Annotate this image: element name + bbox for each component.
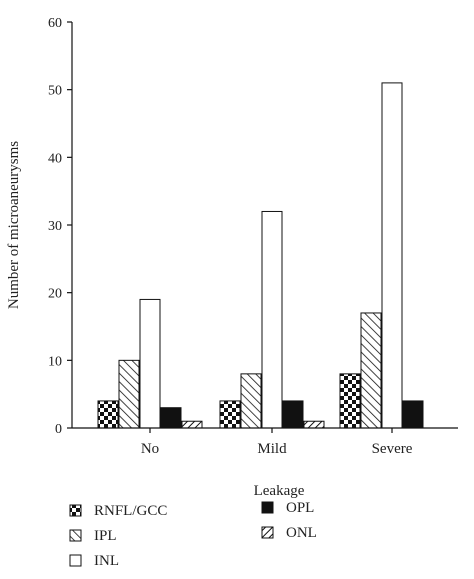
x-tick-label: No	[141, 441, 159, 457]
legend-item: INL	[69, 553, 119, 569]
bar-rnfl-gcc-severe	[339, 373, 361, 429]
legend-item: IPL	[69, 528, 117, 544]
bars	[97, 82, 424, 429]
bar-ipl-severe	[360, 312, 382, 429]
y-tick-label: 30	[48, 219, 62, 234]
y-tick-label: 20	[48, 287, 62, 302]
legend-item: RNFL/GCC	[69, 503, 167, 519]
axes	[71, 22, 458, 429]
y-axis-title: Number of microaneurysms	[6, 141, 22, 309]
y-tick-label: 10	[48, 354, 62, 369]
legend-swatch	[69, 554, 82, 567]
x-axis-title: Leakage	[254, 483, 305, 499]
bar-opl-no	[160, 407, 182, 429]
bar-rnfl-gcc-mild	[219, 400, 241, 429]
legend-swatch	[69, 529, 82, 542]
bar-onl-mild	[303, 420, 325, 429]
legend-swatch	[69, 504, 82, 517]
legend: RNFL/GCC IPL INL OPL ONL	[69, 500, 317, 569]
legend-swatch	[261, 501, 274, 514]
legend-label: OPL	[286, 500, 314, 516]
bar-inl-no	[139, 298, 161, 429]
bar-onl-no	[181, 420, 203, 429]
legend-label: IPL	[94, 528, 117, 544]
legend-label: INL	[94, 553, 119, 569]
y-axis-ticks: 0 10 20 30 40 50 60	[48, 16, 72, 437]
bar-ipl-no	[118, 359, 140, 429]
legend-label: RNFL/GCC	[94, 503, 167, 519]
y-tick-label: 50	[48, 84, 62, 99]
x-axis-category-labels: No Mild Severe	[141, 428, 413, 457]
bar-rnfl-gcc-no	[97, 400, 119, 429]
bar-opl-mild	[282, 400, 304, 429]
legend-swatch	[261, 526, 274, 539]
legend-item: OPL	[261, 500, 314, 516]
bar-inl-mild	[261, 210, 283, 429]
bar-opl-severe	[402, 400, 424, 429]
bar-ipl-mild	[240, 373, 262, 429]
y-tick-label: 60	[48, 16, 62, 31]
legend-item: ONL	[261, 525, 317, 541]
x-tick-label: Mild	[257, 441, 287, 457]
legend-label: ONL	[286, 525, 317, 541]
bar-inl-severe	[381, 82, 403, 429]
y-tick-label: 40	[48, 151, 62, 166]
y-tick-label: 0	[55, 422, 62, 437]
x-tick-label: Severe	[372, 441, 413, 457]
